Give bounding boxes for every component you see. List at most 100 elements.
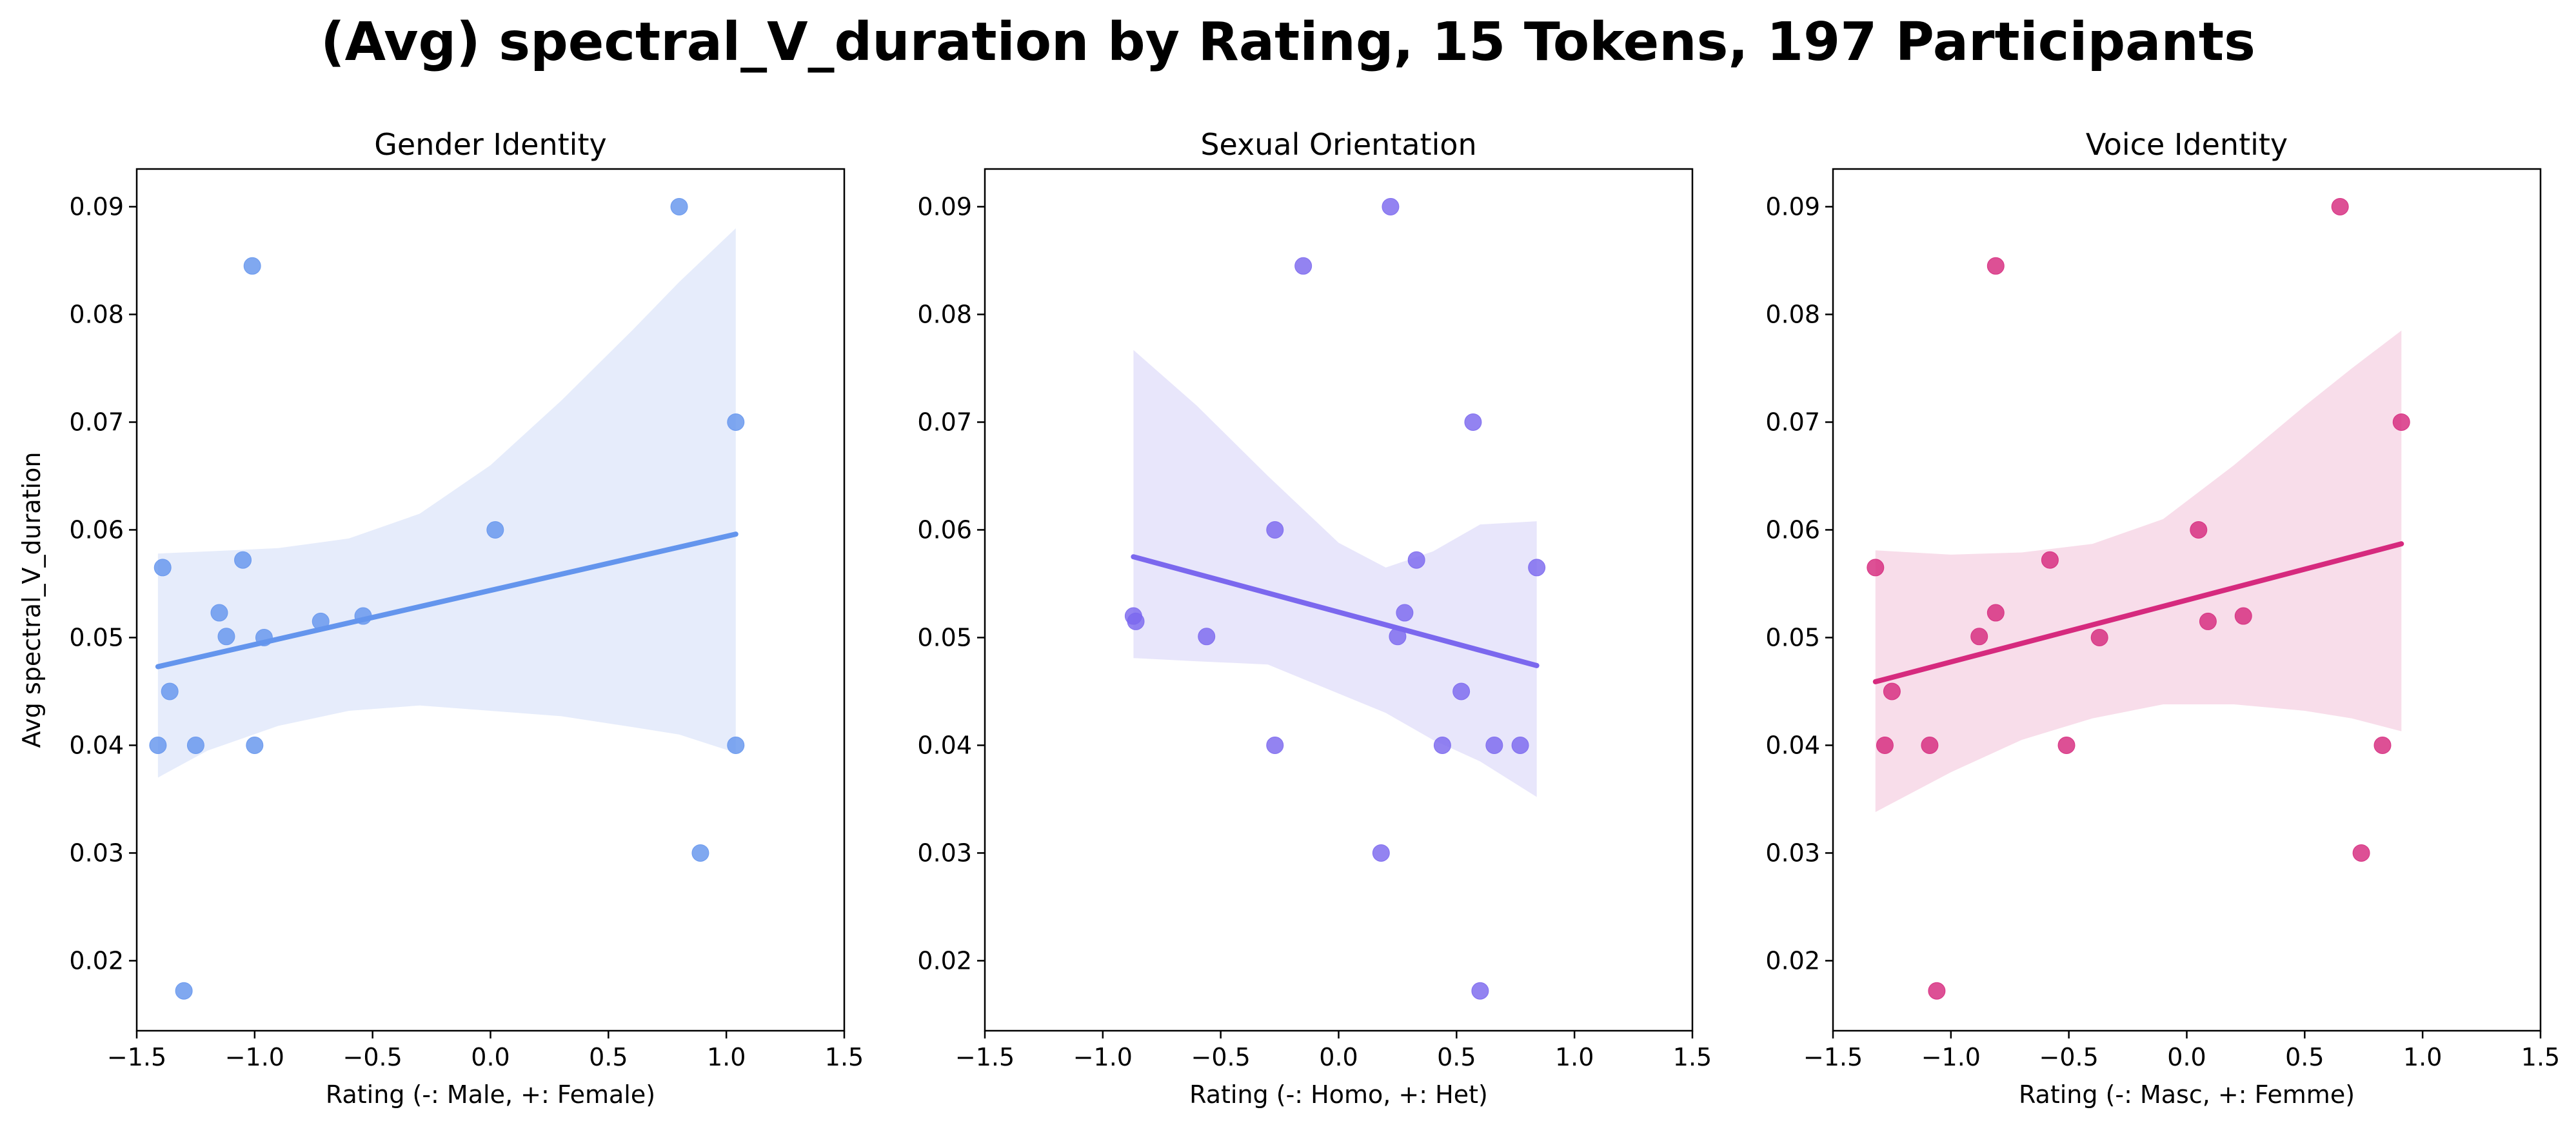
data-point <box>2373 736 2392 754</box>
x-tick-label: 0.5 <box>589 1043 628 1071</box>
y-tick-label: 0.06 <box>917 515 972 544</box>
data-point <box>691 844 709 862</box>
y-tick-label: 0.05 <box>1765 623 1820 651</box>
y-tick-label: 0.03 <box>69 839 124 867</box>
data-point <box>2199 612 2217 630</box>
plot-area <box>1867 197 2410 1000</box>
y-axis-label: Avg spectral_V_duration <box>17 452 46 748</box>
y-tick-label: 0.05 <box>917 623 972 651</box>
data-point <box>1266 521 1284 539</box>
data-point <box>1970 628 1988 646</box>
x-tick-label: −1.5 <box>1803 1043 1863 1071</box>
data-point <box>1372 844 1390 862</box>
x-tick-label: −1.5 <box>107 1043 166 1071</box>
regression-line <box>1131 554 1540 668</box>
data-point <box>234 551 252 569</box>
data-point <box>1928 982 1946 1000</box>
confidence-band <box>157 228 736 778</box>
y-tick-label: 0.02 <box>1765 946 1820 975</box>
data-point <box>161 682 179 700</box>
y-tick-label: 0.08 <box>69 300 124 328</box>
data-point <box>1921 736 1939 754</box>
data-point <box>1389 628 1407 646</box>
y-tick-label: 0.04 <box>917 731 972 759</box>
y-tick-label: 0.08 <box>917 300 972 328</box>
data-point <box>2234 607 2252 625</box>
x-axis-label: Rating (-: Homo, +: Het) <box>1189 1080 1488 1109</box>
data-point <box>1382 197 1400 215</box>
x-tick-label: 1.0 <box>707 1043 746 1071</box>
confidence-band <box>1133 350 1537 797</box>
y-tick-label: 0.02 <box>917 946 972 975</box>
x-tick-label: 1.5 <box>825 1043 864 1071</box>
data-point <box>217 628 235 646</box>
panel-title: Voice Identity <box>2086 127 2288 162</box>
data-point <box>354 607 372 625</box>
x-tick-label: −1.0 <box>1073 1043 1133 1071</box>
data-point <box>255 628 273 646</box>
y-tick-label: 0.04 <box>69 731 124 759</box>
x-tick-label: 1.5 <box>1673 1043 1712 1071</box>
data-point <box>1485 736 1503 754</box>
x-tick-label: 1.5 <box>2521 1043 2560 1071</box>
data-point <box>1471 982 1489 1000</box>
y-tick-label: 0.09 <box>1765 192 1820 221</box>
regression-line <box>1872 541 2404 684</box>
data-point <box>210 604 228 622</box>
y-tick-label: 0.06 <box>1765 515 1820 544</box>
x-tick-label: −1.5 <box>955 1043 1015 1071</box>
x-tick-label: 0.0 <box>2167 1043 2206 1071</box>
chart-panel-0: −1.5 −1.0 −0.5 0.0 0.5 1.0 1.5 0.02 0.03 0.04 0.05… <box>17 127 864 1109</box>
data-point <box>154 559 172 577</box>
data-point <box>1528 559 1546 577</box>
x-tick-label: −1.0 <box>1921 1043 1981 1071</box>
y-tick-label: 0.08 <box>1765 300 1820 328</box>
data-point <box>1867 559 1885 577</box>
chart-panel-2: −1.5 −1.0 −0.5 0.0 0.5 1.0 1.5 0.02 0.03 0.04 0.05… <box>1765 127 2560 1109</box>
x-tick-label: 0.0 <box>471 1043 510 1071</box>
y-tick-label: 0.09 <box>69 192 124 221</box>
data-point <box>246 736 264 754</box>
panel-title: Sexual Orientation <box>1200 127 1476 162</box>
data-point <box>1464 413 1482 431</box>
y-tick-label: 0.04 <box>1765 731 1820 759</box>
data-point <box>2041 551 2059 569</box>
data-point <box>1883 682 1901 700</box>
x-tick-label: −0.5 <box>2039 1043 2099 1071</box>
data-point <box>486 521 504 539</box>
y-tick-label: 0.02 <box>69 946 124 975</box>
data-point <box>2190 521 2208 539</box>
data-point <box>175 982 193 1000</box>
x-tick-label: −0.5 <box>343 1043 402 1071</box>
data-point <box>1198 628 1216 646</box>
x-tick-label: 1.0 <box>1555 1043 1594 1071</box>
data-point <box>727 413 745 431</box>
data-point <box>312 612 330 630</box>
data-point <box>1511 736 1529 754</box>
y-tick-label: 0.07 <box>69 408 124 436</box>
data-point <box>1452 682 1471 700</box>
plot-area <box>149 197 745 1000</box>
data-point <box>1407 551 1425 569</box>
y-tick-label: 0.05 <box>69 623 124 651</box>
x-tick-label: 0.5 <box>1437 1043 1476 1071</box>
y-tick-label: 0.03 <box>917 839 972 867</box>
data-point <box>1433 736 1451 754</box>
y-tick-label: 0.09 <box>917 192 972 221</box>
panel-title: Gender Identity <box>374 127 606 162</box>
data-point <box>1876 736 1894 754</box>
data-point <box>1127 612 1145 630</box>
y-tick-label: 0.06 <box>69 515 124 544</box>
y-tick-label: 0.07 <box>917 408 972 436</box>
x-tick-label: 1.0 <box>2403 1043 2442 1071</box>
data-point <box>149 736 167 754</box>
data-point <box>2331 197 2349 215</box>
data-point <box>1266 736 1284 754</box>
confidence-band <box>1875 330 2402 812</box>
data-point <box>2057 736 2076 754</box>
x-tick-label: −0.5 <box>1191 1043 1251 1071</box>
data-point <box>186 736 204 754</box>
figure-title: (Avg) spectral_V_duration by Rating, 15 … <box>321 12 2255 73</box>
